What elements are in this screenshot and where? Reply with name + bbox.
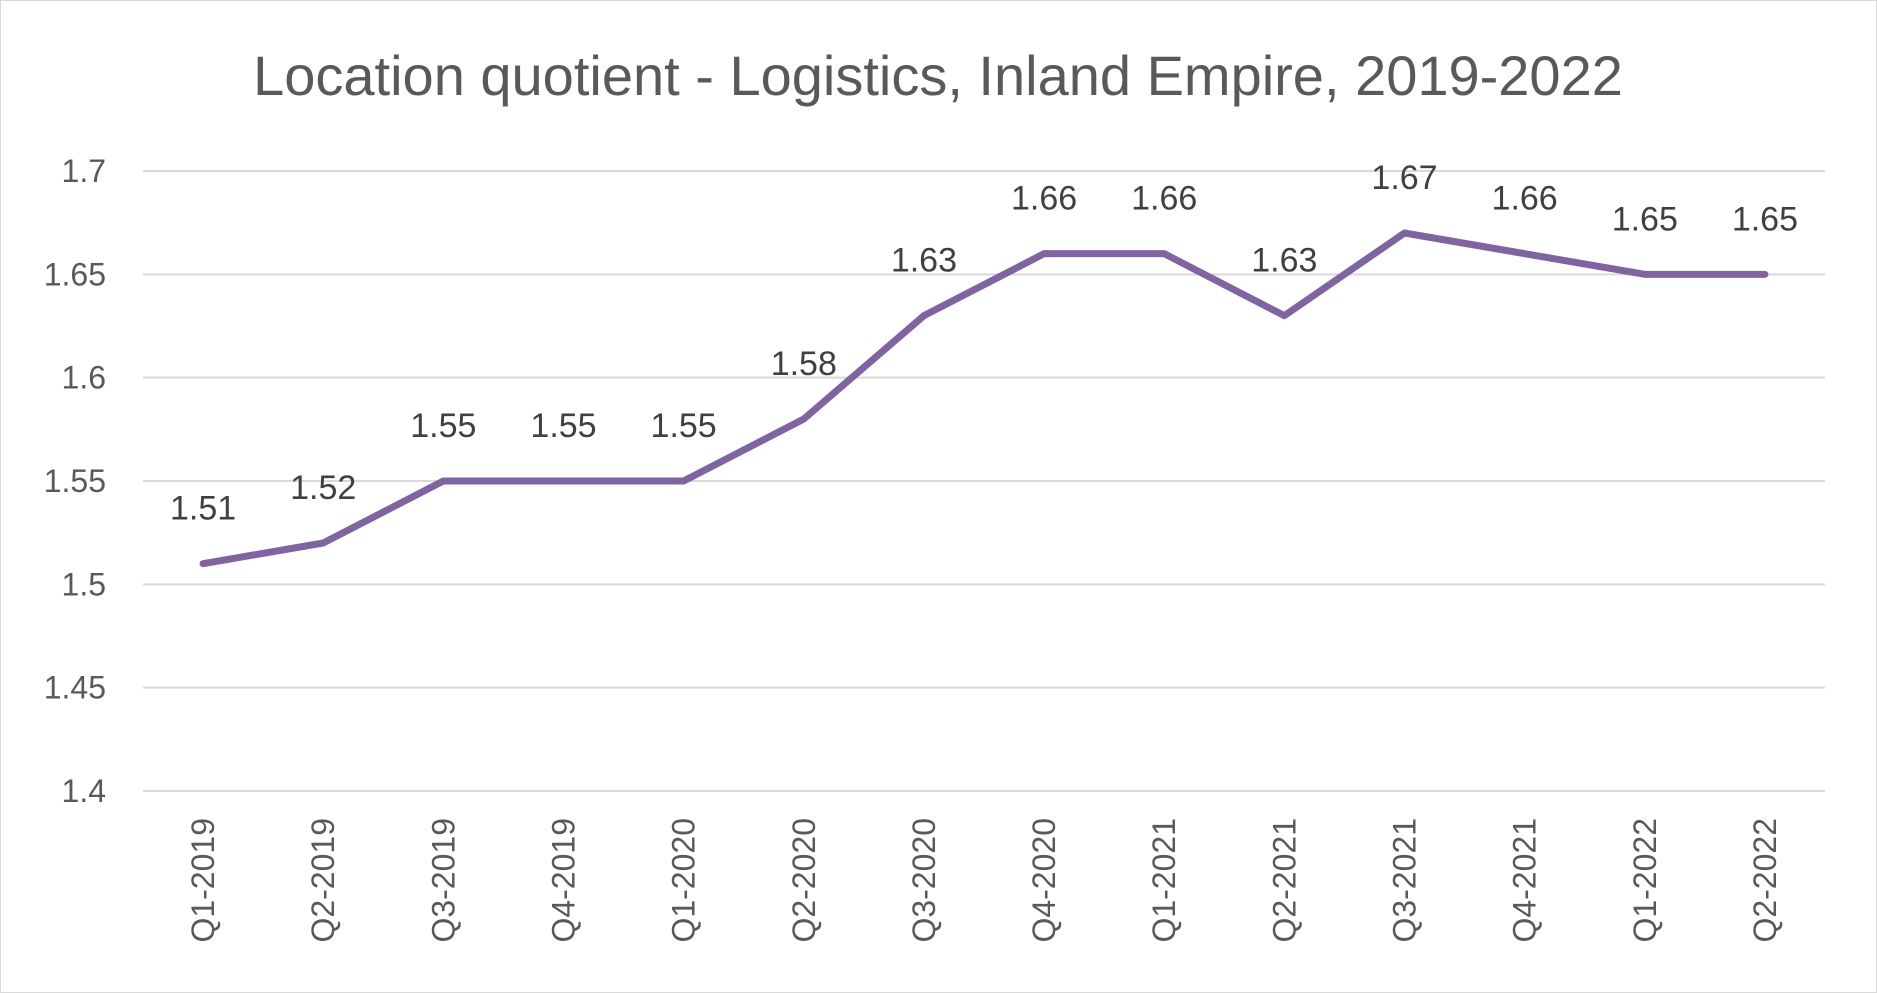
x-tick-label: Q3-2019 bbox=[425, 818, 461, 943]
y-tick-label: 1.4 bbox=[62, 773, 106, 809]
x-tick-label: Q2-2021 bbox=[1266, 818, 1302, 943]
data-label: 1.66 bbox=[1011, 180, 1077, 218]
x-tick-label: Q1-2022 bbox=[1627, 818, 1663, 943]
y-tick-label: 1.65 bbox=[44, 256, 106, 292]
series-line bbox=[199, 229, 1769, 568]
data-label: 1.65 bbox=[1612, 200, 1678, 238]
data-labels: 1.51 1.52 1.55 1.55 1.55 1.58 1.63 1.66 1.66 1.63… bbox=[170, 159, 1798, 528]
data-label: 1.55 bbox=[410, 407, 476, 445]
data-label: 1.66 bbox=[1492, 180, 1558, 218]
chart-title: Location quotient - Logistics, Inland Em… bbox=[253, 44, 1623, 107]
x-tick-label: Q4-2019 bbox=[546, 818, 582, 943]
y-axis-tick-labels: 1.4 1.45 1.5 1.55 1.6 1.65 1.7 bbox=[44, 153, 106, 809]
x-tick-label: Q3-2021 bbox=[1387, 818, 1423, 943]
data-label: 1.55 bbox=[651, 407, 717, 445]
data-label: 1.55 bbox=[530, 407, 596, 445]
data-label: 1.65 bbox=[1732, 200, 1798, 238]
y-tick-label: 1.5 bbox=[62, 566, 106, 602]
x-tick-label: Q1-2020 bbox=[666, 818, 702, 943]
series-layer bbox=[199, 229, 1769, 568]
x-tick-label: Q1-2019 bbox=[185, 818, 221, 943]
data-label: 1.66 bbox=[1131, 180, 1197, 218]
y-tick-label: 1.6 bbox=[62, 360, 106, 396]
x-tick-label: Q2-2022 bbox=[1747, 818, 1783, 943]
data-label: 1.63 bbox=[1251, 242, 1317, 280]
data-label: 1.63 bbox=[891, 242, 957, 280]
data-label: 1.51 bbox=[170, 490, 236, 528]
x-tick-label: Q2-2019 bbox=[305, 818, 341, 943]
x-axis-tick-labels: Q1-2019 Q2-2019 Q3-2019 Q4-2019 Q1-2020 Q2-20… bbox=[185, 818, 1783, 943]
x-tick-label: Q4-2021 bbox=[1507, 818, 1543, 943]
data-label: 1.67 bbox=[1371, 159, 1437, 197]
y-tick-label: 1.55 bbox=[44, 463, 106, 499]
y-tick-label: 1.45 bbox=[44, 670, 106, 706]
gridlines bbox=[143, 170, 1825, 792]
data-label: 1.52 bbox=[290, 469, 356, 507]
x-tick-label: Q3-2020 bbox=[906, 818, 942, 943]
x-tick-label: Q1-2021 bbox=[1146, 818, 1182, 943]
x-tick-label: Q4-2020 bbox=[1026, 818, 1062, 943]
data-label: 1.58 bbox=[771, 345, 837, 383]
y-tick-label: 1.7 bbox=[62, 153, 106, 189]
x-tick-label: Q2-2020 bbox=[786, 818, 822, 943]
